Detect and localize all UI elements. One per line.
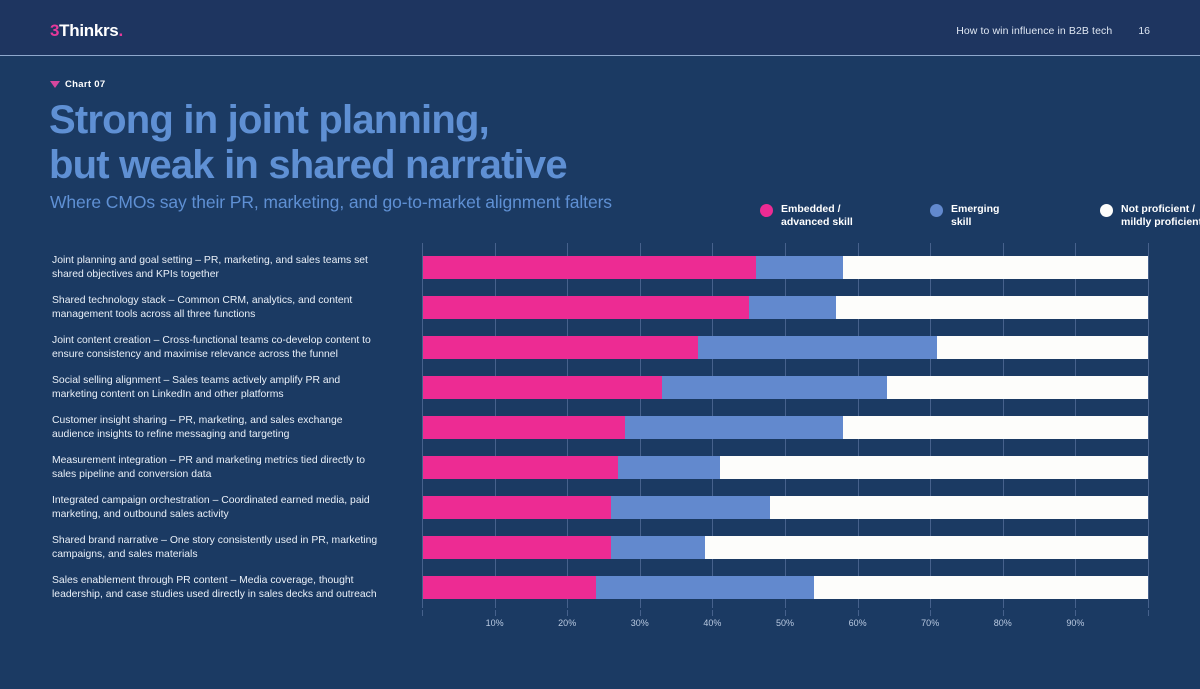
bar-segment-1[interactable] [697, 336, 938, 359]
triangle-down-icon [50, 81, 60, 88]
x-tick-mark [1075, 610, 1077, 616]
chart-legend: Embedded / advanced skill Emerging skill N… [760, 203, 1200, 228]
bar-segment-0[interactable] [422, 496, 611, 519]
bar-segment-0[interactable] [422, 576, 597, 599]
x-tick-mark [930, 610, 932, 616]
x-tick-label: 50% [775, 618, 795, 628]
category-labels: Joint planning and goal setting – PR, ma… [52, 243, 412, 608]
legend-item-2[interactable]: Not proficient / mildly proficient [1100, 203, 1200, 228]
chart-plot-area [422, 243, 1149, 608]
page-title: Strong in joint planning, but weak in sh… [49, 98, 568, 187]
x-tick-label: 20% [558, 618, 577, 628]
category-label: Joint content creation – Cross-functiona… [52, 335, 371, 360]
bar-segment-0[interactable] [422, 336, 698, 359]
category-label: Integrated campaign orchestration – Coor… [52, 495, 370, 520]
brand-logo[interactable]: 3Thinkrs. [50, 21, 123, 41]
bar-segment-0[interactable] [422, 256, 756, 279]
x-tick-label: 30% [630, 618, 649, 628]
bar-segment-1[interactable] [596, 576, 815, 599]
bar-segment-0[interactable] [422, 416, 626, 439]
bar-row[interactable] [422, 536, 1148, 559]
x-tick-label: 70% [921, 618, 940, 628]
legend-item-label: Not proficient / mildly proficient [1121, 203, 1200, 228]
x-tick-mark [1002, 610, 1004, 616]
bar-segment-0[interactable] [422, 376, 662, 399]
legend-item-1[interactable]: Emerging skill [930, 203, 1100, 228]
x-tick-mark-edge [1148, 610, 1149, 616]
logo-word: Thinkrs [59, 21, 119, 40]
x-tick-mark [639, 610, 641, 616]
page-number: 16 [1138, 25, 1150, 37]
legend-item-label: Emerging skill [951, 203, 1000, 228]
page-subtitle: Where CMOs say their PR, marketing, and … [50, 192, 612, 212]
bar-segment-2[interactable] [886, 376, 1148, 399]
category-label: Sales enablement through PR content – Me… [52, 575, 377, 600]
legend-swatch-icon [1100, 204, 1113, 217]
bar-segment-1[interactable] [625, 416, 844, 439]
category-label: Shared brand narrative – One story consi… [52, 535, 378, 560]
x-tick-mark [494, 610, 496, 616]
bar-segment-2[interactable] [814, 576, 1148, 599]
bar-segment-1[interactable] [610, 496, 771, 519]
x-tick-mark-edge [422, 610, 423, 616]
x-tick-label: 10% [485, 618, 504, 628]
bar-segment-0[interactable] [422, 296, 749, 319]
x-tick-mark [712, 610, 714, 616]
legend-item-label: Embedded / advanced skill [781, 203, 853, 228]
bar-row[interactable] [422, 576, 1148, 599]
bar-row[interactable] [422, 416, 1148, 439]
chart-eyebrow-label: Chart 07 [65, 79, 106, 90]
chart-eyebrow: Chart 07 [50, 79, 105, 90]
bar-segment-1[interactable] [618, 456, 720, 479]
bar-row[interactable] [422, 496, 1148, 519]
bar-segment-1[interactable] [748, 296, 836, 319]
bar-segment-2[interactable] [835, 296, 1148, 319]
legend-item-0[interactable]: Embedded / advanced skill [760, 203, 930, 228]
bar-segment-0[interactable] [422, 536, 611, 559]
x-tick-label: 60% [848, 618, 867, 628]
bar-segment-2[interactable] [770, 496, 1148, 519]
logo-accent-dot: . [118, 21, 123, 40]
legend-swatch-icon [760, 204, 773, 217]
bar-segment-2[interactable] [719, 456, 1148, 479]
bar-segment-2[interactable] [843, 256, 1148, 279]
x-axis: 10% 20% 30% 40% 50% 60% 70% 80% 90% [422, 610, 1149, 634]
x-tick-label: 80% [993, 618, 1012, 628]
bar-segment-0[interactable] [422, 456, 619, 479]
x-tick-label: 40% [703, 618, 722, 628]
bar-segment-2[interactable] [843, 416, 1148, 439]
bar-row[interactable] [422, 296, 1148, 319]
bar-segment-2[interactable] [705, 536, 1148, 559]
bar-row[interactable] [422, 336, 1148, 359]
x-tick-label: 90% [1066, 618, 1085, 628]
document-title: How to win influence in B2B tech [956, 25, 1113, 37]
category-label: Joint planning and goal setting – PR, ma… [52, 255, 368, 280]
stacked-bar-chart: Joint planning and goal setting – PR, ma… [0, 243, 1200, 643]
category-label: Measurement integration – PR and marketi… [52, 455, 366, 480]
page-header: 3Thinkrs. How to win influence in B2B te… [0, 0, 1200, 56]
category-label: Shared technology stack – Common CRM, an… [52, 295, 353, 320]
x-tick-mark [567, 610, 569, 616]
bar-row[interactable] [422, 376, 1148, 399]
x-tick-mark [857, 610, 859, 616]
legend-swatch-icon [930, 204, 943, 217]
gridline-edge [422, 243, 423, 608]
category-label: Social selling alignment – Sales teams a… [52, 375, 341, 400]
x-tick-mark [785, 610, 786, 616]
bar-row[interactable] [422, 256, 1148, 279]
bar-row[interactable] [422, 456, 1148, 479]
bar-segment-1[interactable] [661, 376, 887, 399]
logo-accent-digit: 3 [50, 21, 60, 40]
category-label: Customer insight sharing – PR, marketing… [52, 415, 343, 440]
header-meta: How to win influence in B2B tech 16 [956, 25, 1150, 37]
bar-segment-1[interactable] [610, 536, 706, 559]
bar-segment-1[interactable] [755, 256, 844, 279]
bar-segment-2[interactable] [937, 336, 1148, 359]
gridline-edge [1148, 243, 1149, 608]
